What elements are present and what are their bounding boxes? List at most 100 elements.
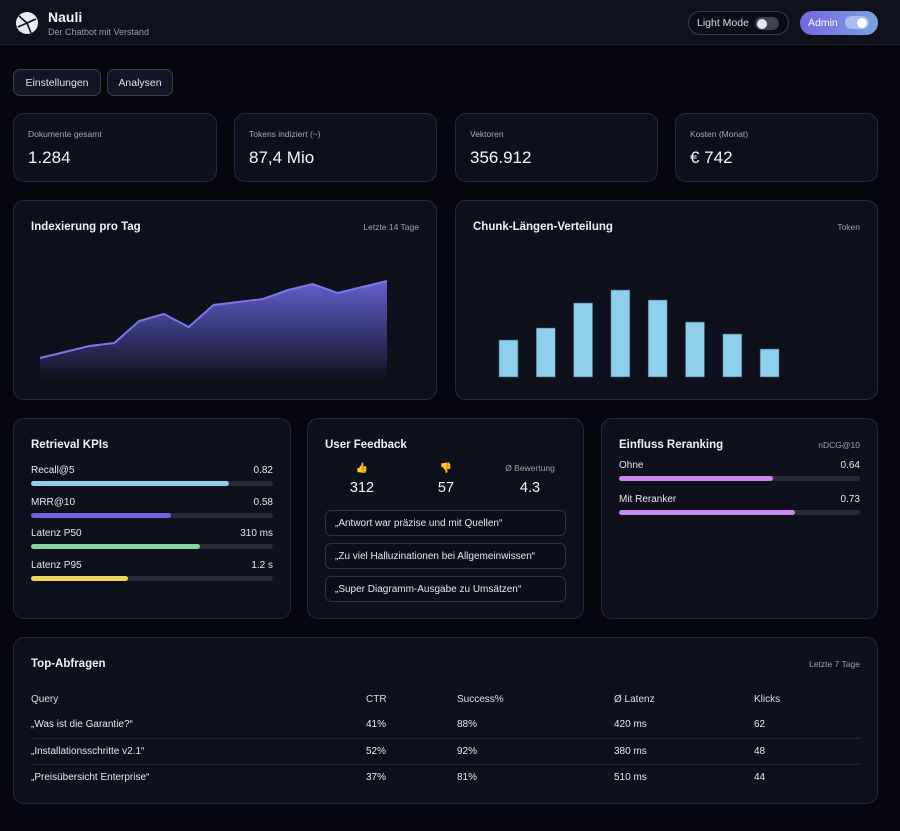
admin-switch[interactable] xyxy=(845,16,869,29)
light-mode-label: Light Mode xyxy=(697,17,749,29)
admin-toggle[interactable]: Admin xyxy=(800,11,878,35)
table-row[interactable]: „Installationsschritte v2.1“ 52% 92% 380 ms… xyxy=(31,737,860,764)
progress-track xyxy=(31,512,273,518)
kpi-row-label: Latenz P95 xyxy=(31,559,82,571)
table-cell: „Was ist die Garantie?“ xyxy=(31,719,133,731)
table-cell: 380 ms xyxy=(614,737,754,764)
kpi-value: 1.284 xyxy=(28,148,71,167)
rerank-row: Ohne 0.64 xyxy=(619,460,860,490)
table-cell: 88% xyxy=(457,719,478,731)
kpi-label: Dokumente gesamt xyxy=(28,129,102,139)
rating-value: 4.3 xyxy=(519,480,541,496)
rerank-row-value: 0.64 xyxy=(840,460,860,471)
table-cell: 48 xyxy=(754,737,860,764)
kpi-row-label: Latenz P50 xyxy=(31,528,82,539)
kpi-card-documents: Dokumente gesamt 1.284 xyxy=(13,113,217,182)
kpi-row: Latenz P50 310 ms xyxy=(31,528,273,558)
settings-button[interactable]: Einstellungen xyxy=(13,69,101,96)
table-cell: 41% xyxy=(366,719,387,731)
card-title: Einfluss Reranking xyxy=(619,439,724,451)
table-cell: 81% xyxy=(457,763,614,790)
rerank-row-label: Ohne xyxy=(619,460,644,471)
bar xyxy=(536,327,556,378)
table-cell: 510 ms xyxy=(614,763,754,790)
kpi-card-tokens: Tokens indiziert (~) 87,4 Mio xyxy=(234,113,437,182)
app-title: Nauli xyxy=(48,9,83,25)
kpi-row-value: 310 ms xyxy=(240,528,273,539)
progress-fill xyxy=(619,510,795,515)
progress-fill xyxy=(31,481,230,486)
table-cell: 420 ms xyxy=(614,719,647,731)
period-note: Letzte 7 Tage xyxy=(809,659,860,669)
table-row[interactable]: „Preisübersicht Enterprise“ 37% 81% 510 ms 4… xyxy=(31,763,860,790)
kpi-value: 356.912 xyxy=(470,148,532,167)
column-header: Query xyxy=(31,693,59,705)
table-cell: „Installationsschritte v2.1“ xyxy=(31,737,366,764)
kpi-label: Vektoren xyxy=(470,129,504,139)
nauli-logo-icon xyxy=(16,12,38,34)
area-fill xyxy=(40,281,387,381)
rerank-row-label: Mit Reranker xyxy=(619,494,677,505)
feedback-quote[interactable]: „Super Diagramm-Ausgabe zu Umsätzen“ xyxy=(325,576,566,602)
kpi-row-label: Recall@5 xyxy=(31,465,75,476)
chart-title: Indexierung pro Tag xyxy=(31,221,141,233)
light-mode-switch[interactable] xyxy=(755,17,779,30)
bar xyxy=(498,339,519,378)
feedback-quote[interactable]: „Zu viel Halluzinationen bei Allgemeinwi… xyxy=(325,543,566,569)
progress-track xyxy=(31,544,273,549)
analytics-button[interactable]: Analysen xyxy=(107,69,173,96)
rerank-row: Mit Reranker 0.73 xyxy=(619,494,860,524)
kpi-row-label: MRR@10 xyxy=(31,496,76,508)
top-queries-table: Query CTR Success% Ø Latenz Klicks „Was … xyxy=(31,686,860,790)
kpi-value: € 742 xyxy=(690,148,733,167)
thumbs-up-count: 312 xyxy=(349,480,375,496)
user-feedback-card: User Feedback 👍 312 👎 57 Ø Bewertung 4.3… xyxy=(307,418,584,619)
indexing-chart-card: Indexierung pro Tag Letzte 14 Tage xyxy=(13,200,437,400)
top-queries-card: Top-Abfragen Letzte 7 Tage Query CTR Suc… xyxy=(13,637,878,804)
kpi-label: Kosten (Monat) xyxy=(690,129,749,139)
column-header: Success% xyxy=(457,693,504,705)
bar xyxy=(722,333,743,378)
chart-period: Letzte 14 Tage xyxy=(363,222,419,232)
thumbs-down-count: 57 xyxy=(437,480,455,496)
progress-fill xyxy=(31,544,201,549)
kpi-row-value: 0.58 xyxy=(253,496,273,508)
thumbs-up-stat: 👍 312 xyxy=(322,463,402,496)
kpi-row-value: 1.2 s xyxy=(251,559,273,571)
rerank-row-value: 0.73 xyxy=(840,494,860,505)
kpi-label: Tokens indiziert (~) xyxy=(249,129,321,139)
progress-fill xyxy=(31,575,128,581)
app-header: Nauli Der Chatbot mit Verstand Light Mod… xyxy=(0,0,900,45)
thumbs-down-stat: 👎 57 xyxy=(406,463,486,496)
table-header-row: Query CTR Success% Ø Latenz Klicks xyxy=(31,686,860,712)
progress-track xyxy=(31,575,273,581)
reranking-card: Einfluss Reranking nDCG@10 Ohne 0.64 Mit R… xyxy=(601,418,878,619)
admin-label: Admin xyxy=(808,17,838,29)
kpi-card-vectors: Vektoren 356.912 xyxy=(455,113,658,182)
metric-note: nDCG@10 xyxy=(818,440,860,450)
bar xyxy=(647,299,668,378)
light-mode-toggle[interactable]: Light Mode xyxy=(688,11,789,35)
kpi-row: Latenz P95 1.2 s xyxy=(31,560,273,590)
kpi-card-costs: Kosten (Monat) € 742 xyxy=(675,113,878,182)
progress-track xyxy=(619,476,860,481)
rating-stat: Ø Bewertung 4.3 xyxy=(490,463,570,496)
bar xyxy=(573,302,593,378)
bar xyxy=(685,321,705,378)
progress-fill xyxy=(31,512,172,518)
app-subtitle: Der Chatbot mit Verstand xyxy=(48,27,150,37)
indexing-area-chart xyxy=(39,280,388,381)
table-cell: 62 xyxy=(754,719,766,731)
feedback-quote[interactable]: „Antwort war präzise und mit Quellen“ xyxy=(325,510,566,536)
rating-label: Ø Bewertung xyxy=(505,463,555,473)
table-cell: 44 xyxy=(754,763,860,790)
table-row[interactable]: „Was ist die Garantie?“ 41% 88% 420 ms 62 xyxy=(31,712,860,738)
progress-track xyxy=(619,510,860,515)
progress-fill xyxy=(619,476,774,481)
kpi-row: Recall@5 0.82 xyxy=(31,465,273,495)
thumbs-down-icon: 👎 xyxy=(439,463,453,474)
card-title: User Feedback xyxy=(325,439,407,451)
progress-track xyxy=(31,481,273,486)
table-cell: 37% xyxy=(366,763,457,790)
chunk-length-chart-card: Chunk-Längen-Verteilung Token xyxy=(455,200,878,400)
